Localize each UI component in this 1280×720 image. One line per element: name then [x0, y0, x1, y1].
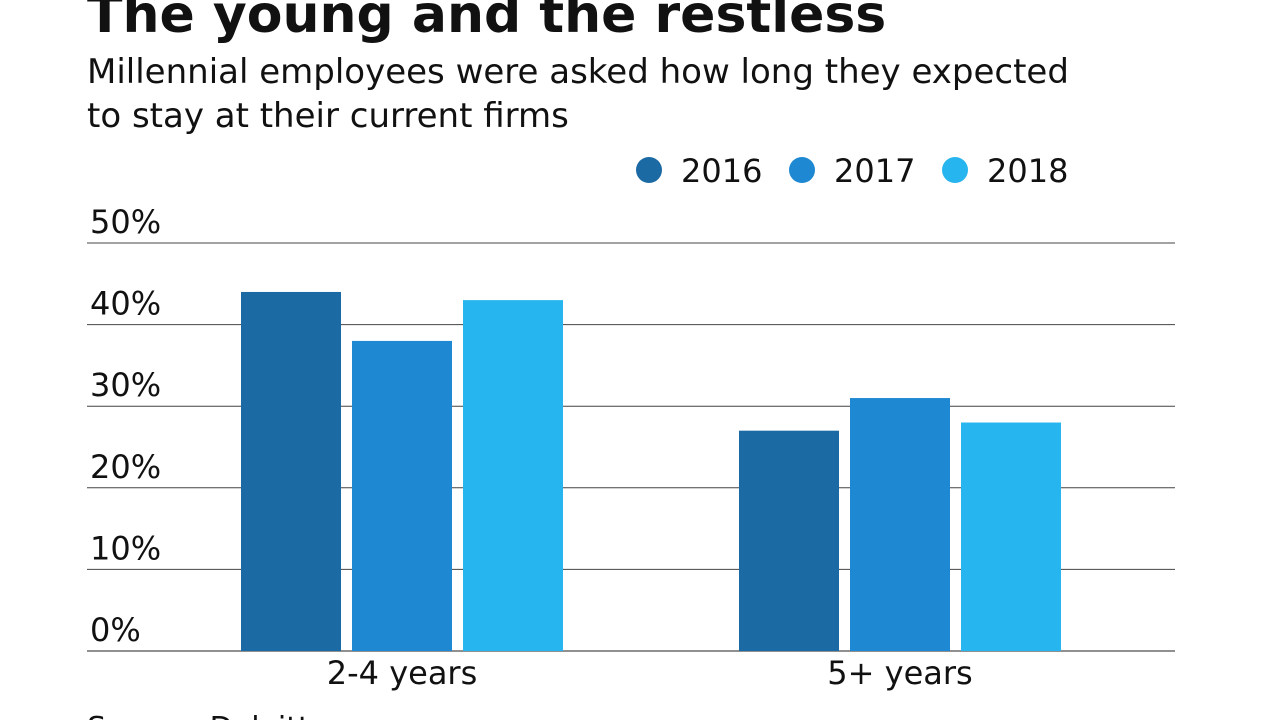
- y-tick-label: 50%: [90, 203, 161, 241]
- legend-label: 2017: [834, 152, 915, 190]
- y-tick-label: 20%: [90, 448, 161, 486]
- y-tick-label: 30%: [90, 366, 161, 404]
- y-tick-label: 40%: [90, 285, 161, 323]
- legend-marker: [942, 157, 968, 183]
- y-tick-label: 10%: [90, 529, 161, 567]
- bar: [352, 340, 452, 651]
- legend-marker: [789, 157, 815, 183]
- chart-subtitle: Millennial employees were asked how long…: [87, 52, 1069, 136]
- x-tick-label: 5+ years: [827, 654, 972, 692]
- x-tick-label: 2-4 years: [327, 654, 478, 692]
- bar: [961, 422, 1061, 651]
- bar: [241, 291, 341, 651]
- y-tick-label: 0%: [90, 611, 141, 649]
- legend-marker: [636, 157, 662, 183]
- legend-label: 2016: [681, 152, 762, 190]
- source: Source: Deloitte: [87, 711, 328, 720]
- bar: [463, 300, 563, 651]
- bar: [850, 398, 950, 651]
- chart-title: The young and the restless: [87, 0, 886, 45]
- legend-label: 2018: [987, 152, 1068, 190]
- bar: [739, 430, 839, 651]
